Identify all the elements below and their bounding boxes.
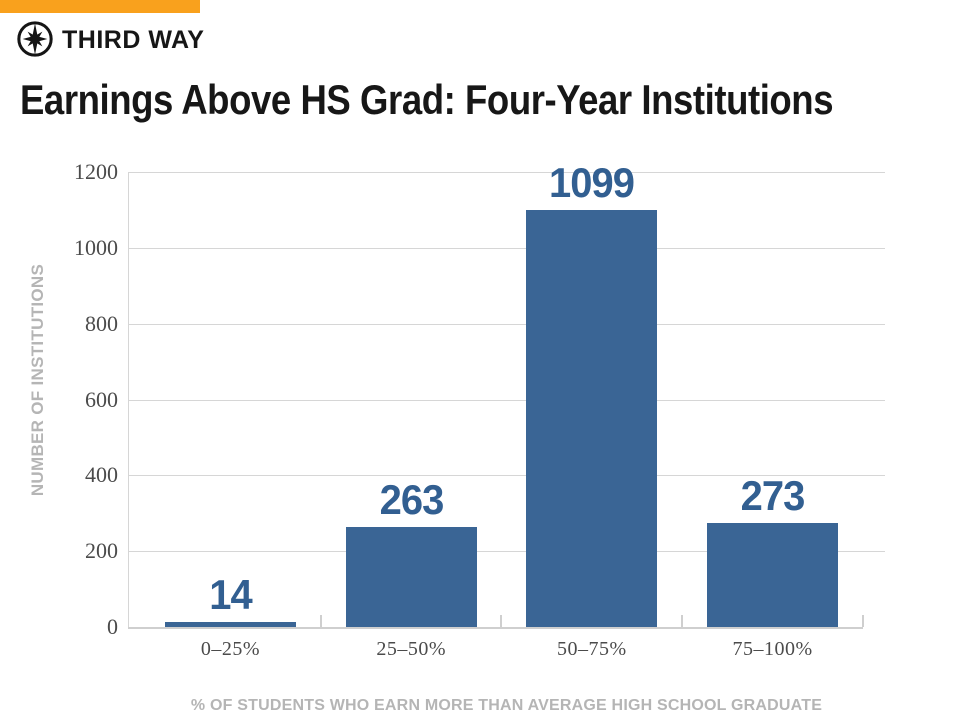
y-axis-line bbox=[128, 172, 129, 627]
y-axis-tick-label: 0 bbox=[107, 614, 118, 639]
bar bbox=[526, 210, 658, 627]
x-axis-tick-label: 75–100% bbox=[732, 638, 813, 660]
x-axis-title: % OF STUDENTS WHO EARN MORE THAN AVERAGE… bbox=[190, 697, 823, 714]
y-axis-title: NUMBER OF INSTITUTIONS bbox=[28, 263, 47, 497]
y-axis-tick-label: 1000 bbox=[74, 234, 118, 260]
bar-value-label: 14 bbox=[209, 570, 252, 618]
bar-value-label: 1099 bbox=[549, 159, 635, 207]
x-axis-tick-label: 50–75% bbox=[557, 638, 627, 660]
bar bbox=[706, 523, 838, 627]
bar-value-label: 263 bbox=[379, 476, 444, 524]
gridline bbox=[128, 172, 885, 173]
y-axis-tick-label: 800 bbox=[85, 310, 118, 336]
x-axis-tick-label: 0–25% bbox=[200, 638, 261, 660]
y-axis-tick-label: 400 bbox=[85, 462, 118, 488]
gridline bbox=[128, 475, 885, 477]
compass-star-icon bbox=[17, 21, 53, 57]
y-axis-tick-label: 200 bbox=[85, 538, 118, 564]
x-axis-line bbox=[128, 627, 863, 629]
gridline bbox=[128, 323, 885, 325]
page-title: Earnings Above HS Grad: Four-Year Instit… bbox=[20, 76, 834, 123]
gridline bbox=[128, 247, 885, 249]
x-axis-tick bbox=[500, 615, 503, 627]
bar bbox=[164, 621, 296, 627]
x-axis-tick bbox=[681, 615, 684, 627]
gridline bbox=[128, 399, 885, 401]
y-axis-tick-label: 1200 bbox=[74, 159, 118, 184]
x-axis-tick bbox=[861, 615, 864, 627]
gridline bbox=[128, 551, 885, 553]
brand-name: THIRD WAY bbox=[62, 26, 205, 54]
bar-value-label: 273 bbox=[740, 472, 806, 520]
x-axis-tick-label: 25–50% bbox=[376, 638, 447, 660]
x-axis-tick bbox=[319, 615, 322, 627]
y-axis-tick-label: 600 bbox=[85, 386, 118, 412]
bar bbox=[345, 527, 477, 627]
brand-accent-bar bbox=[0, 0, 200, 13]
